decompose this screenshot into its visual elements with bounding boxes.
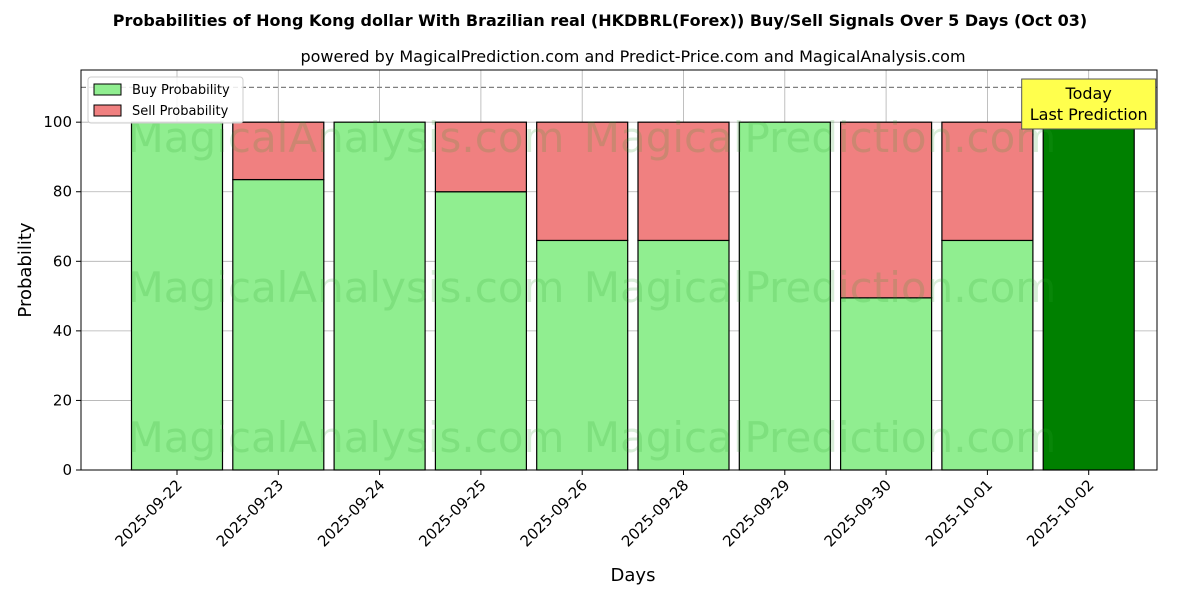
sell-bar bbox=[637, 121, 730, 242]
y-axis-label: Probability bbox=[15, 222, 36, 317]
watermarks: MagicalAnalysis.com MagicalPrediction.com… bbox=[128, 113, 1057, 462]
today-label: Today bbox=[1065, 84, 1112, 103]
legend-label: Buy Probability bbox=[132, 83, 230, 98]
sell-bar bbox=[941, 121, 1034, 242]
watermark-text: MagicalAnalysis.com bbox=[128, 413, 565, 462]
buy-bar bbox=[536, 239, 629, 471]
buy-bar bbox=[434, 191, 527, 471]
x-tick-label: 2025-09-28 bbox=[618, 476, 692, 550]
x-axis-label: Days bbox=[611, 565, 656, 586]
x-tick-label: 2025-09-24 bbox=[314, 476, 388, 550]
buy-bar bbox=[839, 297, 933, 471]
x-tick-label: 2025-10-01 bbox=[922, 476, 996, 550]
buy-bar bbox=[941, 239, 1034, 471]
x-tick-label: 2025-09-25 bbox=[415, 476, 489, 550]
x-tick-label: 2025-09-23 bbox=[213, 476, 287, 550]
watermark-text: MagicalPrediction.com bbox=[584, 413, 1057, 462]
x-axis: 2025-09-22 2025-09-23 2025-09-24 2025-09-25… bbox=[111, 470, 1098, 550]
y-tick-label: 20 bbox=[53, 391, 72, 409]
buy-bar bbox=[738, 121, 831, 471]
legend-label: Sell Probability bbox=[132, 104, 229, 119]
last-prediction-label: Last Prediction bbox=[1030, 105, 1148, 124]
today-annotation: Today Last Prediction bbox=[1021, 78, 1157, 130]
y-tick-label: 100 bbox=[43, 113, 72, 131]
sell-bar bbox=[839, 121, 933, 299]
legend: Buy Probability Sell Probability bbox=[87, 76, 244, 124]
buy-bar bbox=[637, 239, 730, 471]
legend-swatch bbox=[93, 83, 122, 96]
buy-bar bbox=[1042, 121, 1135, 471]
buy-bar bbox=[333, 121, 426, 471]
sell-bar bbox=[232, 121, 325, 181]
chart-subtitle: powered by MagicalPrediction.com and Pre… bbox=[300, 47, 965, 66]
x-tick-label: 2025-10-02 bbox=[1023, 476, 1097, 550]
watermark-text: MagicalAnalysis.com bbox=[128, 263, 565, 312]
chart-title: Probabilities of Hong Kong dollar With B… bbox=[113, 11, 1087, 30]
legend-swatch bbox=[93, 104, 122, 117]
watermark-text: MagicalPrediction.com bbox=[584, 263, 1057, 312]
bars bbox=[130, 121, 1135, 471]
today-box bbox=[1021, 78, 1157, 130]
x-tick-label: 2025-09-26 bbox=[517, 476, 591, 550]
sell-bar bbox=[536, 121, 629, 242]
x-tick-label: 2025-09-22 bbox=[111, 476, 185, 550]
sell-bar bbox=[434, 121, 527, 193]
watermark-text: MagicalPrediction.com bbox=[584, 113, 1057, 162]
buy-bar bbox=[130, 121, 224, 471]
y-tick-label: 80 bbox=[53, 183, 72, 201]
y-tick-label: 0 bbox=[62, 461, 72, 479]
y-tick-label: 60 bbox=[53, 252, 72, 270]
y-axis: 0 20 40 60 80 100 bbox=[43, 113, 81, 479]
y-tick-label: 40 bbox=[53, 322, 72, 340]
x-tick-label: 2025-09-30 bbox=[821, 476, 895, 550]
legend-box bbox=[87, 76, 244, 124]
plot-frame bbox=[80, 69, 1158, 471]
x-tick-label: 2025-09-29 bbox=[719, 476, 793, 550]
